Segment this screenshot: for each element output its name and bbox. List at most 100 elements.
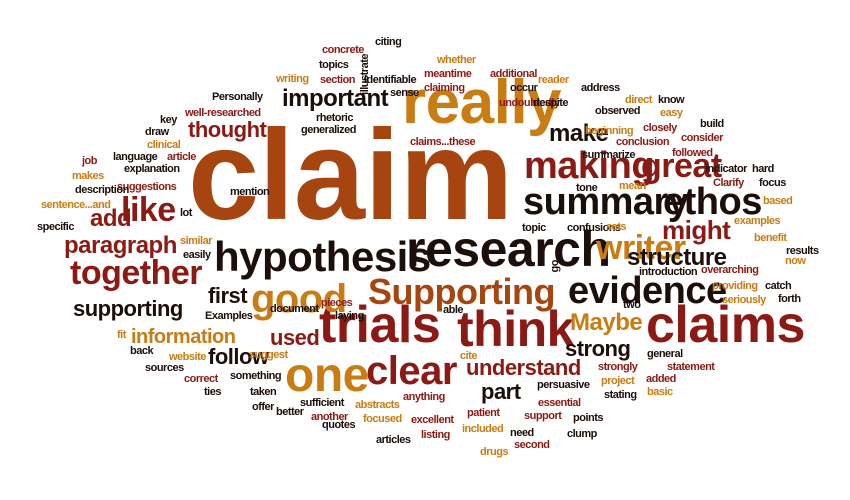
word-add: add	[90, 205, 132, 232]
word-strong: strong	[565, 336, 631, 361]
word-specific: specific	[37, 221, 74, 233]
word-examples: examples	[734, 215, 781, 227]
word-clump: clump	[567, 428, 597, 440]
word-added: added	[646, 373, 676, 385]
word-job: job	[82, 155, 98, 167]
word-claims-these: claims...these	[410, 136, 476, 148]
word-supporting: Supporting	[368, 271, 555, 312]
word-used: used	[270, 325, 320, 350]
word-paragraph: paragraph	[64, 232, 177, 259]
word-focused: focused	[363, 413, 402, 425]
word-thought: thought	[188, 117, 267, 142]
word-points: points	[573, 412, 604, 424]
word-stating: stating	[604, 389, 637, 401]
word-closely: closely	[643, 122, 677, 134]
word-key: key	[160, 114, 177, 126]
word-generalized: generalized	[301, 124, 357, 136]
word-sources: sources	[145, 362, 184, 374]
word-one: one	[285, 349, 369, 402]
word-support: support	[524, 410, 562, 422]
word-suggestions: suggestions	[117, 181, 177, 193]
word-clinical: clinical	[147, 139, 181, 151]
word-ties: ties	[204, 386, 221, 398]
word-additional: additional	[490, 68, 537, 80]
word-personally: Personally	[212, 91, 263, 103]
word-might: might	[662, 215, 731, 245]
word-articles: articles	[376, 434, 411, 446]
word-great: great	[641, 147, 722, 185]
word-supporting: supporting	[73, 296, 183, 321]
word-sufficient: sufficient	[300, 397, 344, 409]
word-pieces: pieces	[321, 297, 353, 309]
word-focus: focus	[759, 177, 786, 189]
word-draw: draw	[145, 126, 169, 138]
word-claim: claim	[188, 104, 513, 247]
word-results: results	[786, 245, 819, 257]
word-listing: listing	[421, 429, 450, 441]
word-topic: topic	[522, 222, 546, 234]
word-strongly: strongly	[598, 361, 638, 373]
word-maybe: Maybe	[570, 309, 643, 336]
word-conclusion: conclusion	[616, 136, 670, 148]
word-introduction: introduction	[639, 266, 698, 278]
word-mean: mean	[619, 180, 646, 192]
word-well-researched: well-researched	[185, 107, 261, 119]
word-project: project	[601, 375, 635, 387]
word-undoubtedly: undoubtedly	[499, 97, 560, 109]
word-beginning: beginning	[585, 125, 634, 137]
word-two: two	[623, 299, 641, 311]
word-consider: consider	[681, 132, 723, 144]
word-language: language	[113, 151, 158, 163]
word-persuasive: persuasive	[537, 379, 590, 391]
word-go: go	[549, 260, 561, 273]
word-claiming: claiming	[424, 82, 465, 94]
word-something: something	[230, 370, 282, 382]
word-suggest: suggest	[249, 349, 288, 361]
word-mention: mention	[230, 186, 270, 198]
word-making: making	[524, 145, 655, 187]
word-quotes: quotes	[322, 419, 356, 431]
word-anything: anything	[403, 391, 445, 403]
word-sentence-and: sentence...and	[41, 199, 111, 211]
word-meantime: meantime	[424, 68, 472, 80]
word-direct: direct	[625, 94, 652, 106]
word-trials: trials	[319, 296, 441, 354]
word-makes: makes	[72, 170, 104, 182]
word-cite: cite	[460, 350, 477, 362]
word-citing: citing	[375, 36, 402, 48]
word-ethos: ethos	[663, 181, 762, 223]
word-patient: patient	[467, 407, 500, 419]
word-correct: correct	[184, 373, 218, 385]
word-overarching: overarching	[701, 264, 759, 276]
word-evidence: evidence	[568, 270, 727, 312]
word-another: another	[311, 411, 348, 423]
word-excellent: excellent	[411, 414, 454, 426]
word-document: document	[270, 303, 319, 315]
word-occur: occur	[510, 82, 538, 94]
word-summarize: summarize	[582, 149, 635, 161]
word-explanation: explanation	[124, 163, 180, 175]
word-second: second	[514, 439, 550, 451]
word-think: think	[457, 301, 574, 357]
word-description: description	[75, 184, 129, 196]
word-understand: understand	[466, 355, 581, 380]
word-clear: clear	[366, 349, 457, 393]
word-structure: structure	[627, 244, 727, 271]
word-writing: writing	[276, 73, 309, 85]
word-catch: catch	[765, 280, 792, 292]
word-writer: writer	[596, 229, 686, 267]
word-offer: offer	[252, 401, 274, 413]
word-despite: despite	[533, 97, 569, 109]
word-good: good	[251, 277, 347, 321]
word-hypothesis: hypothesis	[214, 233, 431, 280]
word-need: need	[510, 427, 534, 439]
word-topics: topics	[319, 59, 349, 71]
word-included: included	[462, 423, 504, 435]
word-identifiable: identifiable	[364, 74, 417, 86]
word-observed: observed	[595, 105, 640, 117]
word-indicator: indicator	[705, 163, 747, 175]
word-sets: sets	[606, 221, 627, 233]
word-really: really	[402, 68, 562, 137]
word-information: information	[131, 326, 236, 348]
